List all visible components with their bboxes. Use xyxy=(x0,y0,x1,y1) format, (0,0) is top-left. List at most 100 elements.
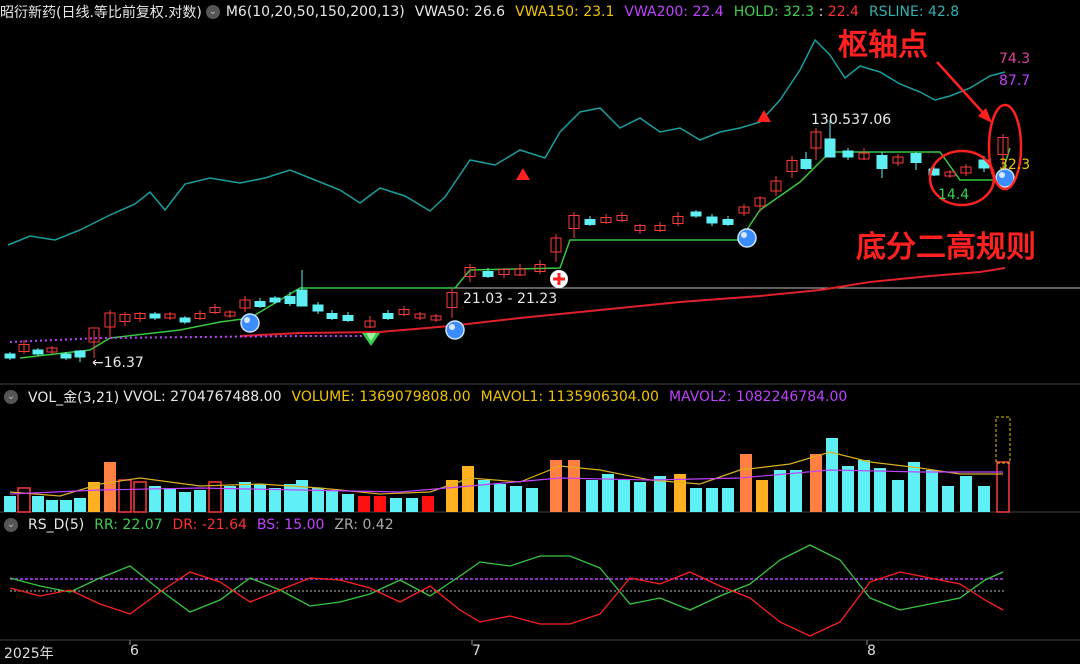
rsline-series xyxy=(7,38,1006,246)
candle-body xyxy=(616,215,628,221)
volume-bar xyxy=(149,486,161,512)
candle-body xyxy=(928,168,940,176)
candle-body xyxy=(786,160,798,172)
volume-bar xyxy=(634,482,646,512)
volume-bar xyxy=(908,462,920,512)
candle-body xyxy=(810,131,822,149)
volume-bar xyxy=(374,496,386,512)
volume-bar xyxy=(602,474,614,512)
value-877-label: 87.7 xyxy=(999,73,1031,89)
volume-bar xyxy=(390,498,402,512)
volume-bar xyxy=(810,454,822,512)
volume-bar xyxy=(208,481,222,513)
candle-body xyxy=(858,152,870,160)
candle-body xyxy=(134,313,146,319)
zr-value: ZR: 0.42 xyxy=(334,517,394,533)
candle-body xyxy=(464,267,476,277)
candle-body xyxy=(600,217,612,223)
buy-signal-ball-highlight xyxy=(449,324,455,330)
volume-bar xyxy=(690,488,702,512)
diamond-marker xyxy=(362,333,380,346)
volume-bar xyxy=(88,482,100,512)
candle-body xyxy=(284,296,296,304)
collapse-icon[interactable]: ⌄ xyxy=(4,390,18,404)
collapse-icon[interactable]: ⌄ xyxy=(4,518,18,532)
buy-signal-ball-icon xyxy=(445,320,465,340)
value-323-label: 32.3 xyxy=(999,157,1031,173)
volume-bar xyxy=(46,500,58,512)
candle-body xyxy=(997,137,1009,155)
volume-header: ⌄ VOL_金(3,21) VVOL: 2704767488.00 VOLUME… xyxy=(0,386,857,408)
volume-bar xyxy=(618,480,630,512)
pivot-circle xyxy=(987,103,1023,191)
candle-body xyxy=(312,304,324,312)
bottom-fractal-rule-annotation: 底分二高规则 xyxy=(856,230,1036,265)
candle-body xyxy=(326,313,338,319)
candle-body xyxy=(534,264,546,272)
mavol2-value: MAVOL2: 1082246784.00 xyxy=(668,389,848,405)
candle-body xyxy=(446,292,458,308)
settings-icon[interactable]: ⌄ xyxy=(205,5,220,19)
volume-bar xyxy=(550,460,562,512)
volume-bar xyxy=(756,480,768,512)
volume-bar xyxy=(926,470,938,512)
volume-bar xyxy=(164,488,176,512)
candle-body xyxy=(194,313,206,319)
volume-bar xyxy=(342,494,354,512)
candle-body xyxy=(149,313,161,319)
candle-body xyxy=(960,166,972,174)
volume-bar xyxy=(74,498,86,512)
value-743-label: 74.3 xyxy=(999,51,1031,67)
x-axis-august: 8 xyxy=(867,643,876,659)
candle-body xyxy=(88,327,100,343)
candle-body xyxy=(706,216,718,224)
volume-bar xyxy=(586,480,598,512)
candle-body xyxy=(892,156,904,164)
volume-bar xyxy=(942,486,954,512)
candle-body xyxy=(738,206,750,214)
volume-bar xyxy=(858,460,870,512)
candle-body xyxy=(4,353,16,359)
candle-body xyxy=(209,307,221,313)
candle-body xyxy=(60,353,72,359)
m6-indicator: M6(10,20,50,150,200,13) xyxy=(225,4,405,20)
volume-bar xyxy=(842,466,854,512)
rr-value: RR: 22.07 xyxy=(94,517,163,533)
candle-body xyxy=(944,171,956,177)
vol-indicator-name: VOL_金(3,21) xyxy=(28,390,120,406)
volume-bar xyxy=(179,492,191,512)
candle-body xyxy=(672,216,684,224)
volume-bar xyxy=(133,481,147,513)
volume-bar xyxy=(284,484,296,512)
buy-signal-ball-icon xyxy=(240,313,260,333)
volume-bar xyxy=(32,496,44,512)
volume-bar xyxy=(422,496,434,512)
dr-series xyxy=(9,571,1004,637)
candle-body xyxy=(690,211,702,217)
vwa200-value: VWA200: 22.4 xyxy=(624,4,724,20)
candle-body xyxy=(430,315,442,321)
volume-bar xyxy=(654,476,666,512)
candle-body xyxy=(254,301,266,307)
volume-bar xyxy=(996,461,1010,513)
mavol2-series xyxy=(9,469,1003,495)
volume-bar xyxy=(826,438,838,512)
mavol1-value: MAVOL1: 1135906304.00 xyxy=(480,389,659,405)
candle-body xyxy=(876,155,888,169)
volume-bar xyxy=(17,487,31,513)
pivot-arrow xyxy=(936,61,986,116)
candle-body xyxy=(119,314,131,322)
candle-body xyxy=(824,138,836,158)
volume-bar xyxy=(104,462,116,512)
candle-body xyxy=(296,289,308,307)
volume-bar xyxy=(239,482,251,512)
vwa50-series xyxy=(239,267,1006,337)
candle-body xyxy=(74,350,86,358)
volume-bar xyxy=(118,479,132,513)
x-axis-year: 2025年 xyxy=(4,646,54,662)
volume-bar xyxy=(326,490,338,512)
pivot-point-annotation: 枢轴点 xyxy=(838,28,928,63)
volume-bar xyxy=(774,470,786,512)
volume-bar xyxy=(296,480,308,512)
